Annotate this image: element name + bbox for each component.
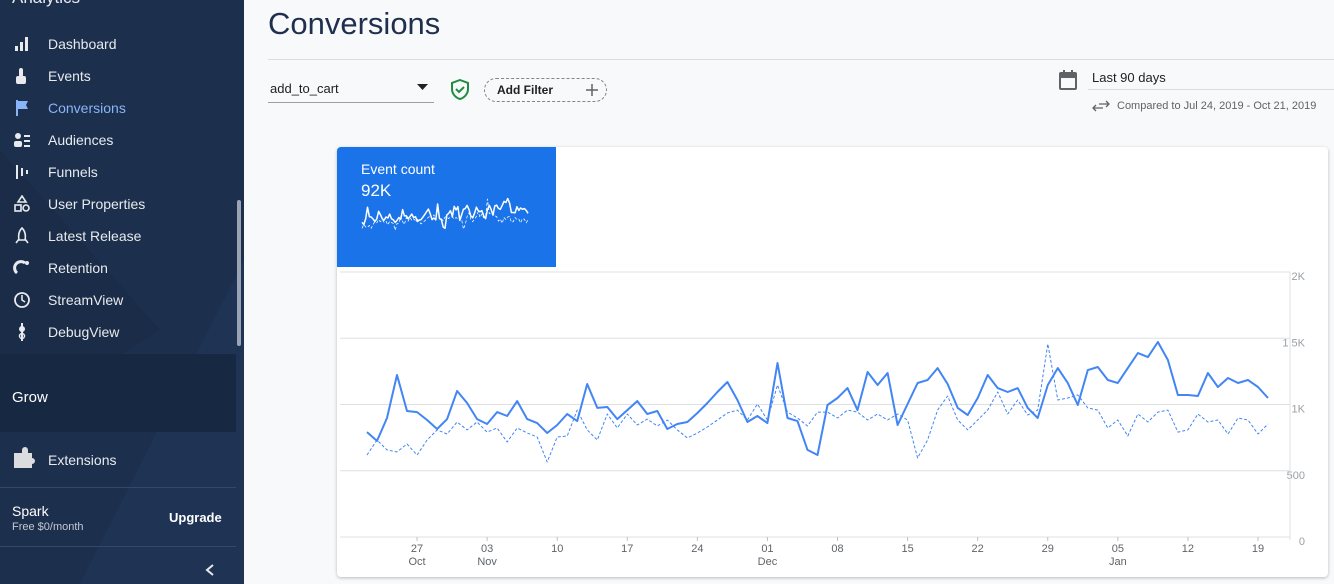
nav-icon (18, 323, 26, 341)
nav-item[interactable]: User Properties (0, 188, 236, 220)
plus-icon (586, 84, 598, 96)
series-line (366, 341, 1269, 456)
nav-icon (15, 37, 28, 51)
add-filter-button[interactable]: Add Filter (484, 78, 607, 102)
nav-label: Funnels (48, 164, 98, 180)
x-tick-label: 08 (831, 543, 843, 555)
y-tick-label: 1K (1292, 404, 1306, 416)
compare-icon (1092, 100, 1110, 112)
date-range-label: Last 90 days (1092, 70, 1166, 85)
nav-label: Latest Release (48, 228, 142, 244)
x-tick-label: 27 (411, 543, 423, 555)
plan-name: Spark (12, 503, 49, 519)
nav-item[interactable]: Latest Release (0, 220, 236, 252)
section-heading: Grow (12, 389, 48, 406)
nav-icon (14, 133, 30, 147)
x-tick-label: 01 (761, 543, 773, 555)
metric-label: Event count (361, 161, 435, 177)
nav-label: Conversions (48, 100, 126, 116)
event-name: add_to_cart (270, 81, 339, 96)
sidebar-pattern (0, 150, 244, 584)
x-tick-label: 24 (691, 543, 703, 555)
x-month-label: Oct (408, 556, 425, 568)
series-line (366, 343, 1269, 463)
extensions-link[interactable]: Extensions (48, 452, 117, 468)
add-filter-label: Add Filter (497, 83, 553, 97)
plan-price: Free $0/month (12, 521, 84, 533)
nav-item[interactable]: Retention (0, 252, 236, 284)
dropdown-arrow (417, 84, 428, 90)
nav-item[interactable]: Events (0, 60, 236, 92)
nav-label: DebugView (48, 324, 120, 340)
nav-icon (14, 195, 30, 212)
nav-item[interactable]: Dashboard (0, 28, 236, 60)
metric-value: 92K (361, 181, 392, 200)
divider (268, 59, 1334, 60)
sparkline (361, 197, 529, 230)
metric-tab[interactable]: Event count 92K (337, 147, 556, 267)
calendar-icon (1059, 70, 1077, 90)
nav-label: Events (48, 68, 91, 84)
nav-icon (16, 100, 28, 116)
y-tick-label: 0 (1299, 536, 1305, 548)
nav-icon (14, 292, 30, 308)
y-tick-label: 1.5K (1282, 337, 1305, 349)
y-tick-label: 2K (1292, 271, 1306, 283)
x-month-label: Nov (477, 556, 497, 568)
nav-label: Audiences (48, 132, 114, 148)
nav-item[interactable]: Funnels (0, 156, 236, 188)
upgrade-button[interactable]: Upgrade (169, 510, 222, 525)
x-tick-label: 29 (1042, 543, 1054, 555)
nav-icon (16, 165, 28, 179)
product-name: Analytics (12, 0, 80, 8)
x-month-label: Jan (1109, 556, 1127, 568)
x-tick-label: 17 (621, 543, 633, 555)
y-tick-label: 500 (1287, 470, 1305, 482)
event-dropdown[interactable]: add_to_cart (268, 72, 434, 103)
nav-label: Dashboard (48, 36, 117, 52)
page-title: Conversions (268, 6, 441, 41)
x-tick-label: 15 (901, 543, 913, 555)
sidebar: Analytics Dashboard Events Conversions Audi… (0, 0, 244, 584)
x-tick-label: 05 (1112, 543, 1124, 555)
x-tick-label: 10 (551, 543, 563, 555)
nav-item[interactable]: StreamView (0, 284, 236, 316)
nav-label: User Properties (48, 196, 146, 212)
nav-item[interactable]: Audiences (0, 124, 236, 156)
x-month-label: Dec (758, 556, 778, 568)
nav-item[interactable]: DebugView (0, 316, 236, 348)
x-tick-label: 22 (972, 543, 984, 555)
date-range-picker[interactable]: Last 90 days (1088, 66, 1334, 90)
nav-item[interactable]: Conversions (0, 92, 236, 124)
comparison-label: Compared to Jul 24, 2019 - Oct 21, 2019 (1117, 100, 1317, 112)
x-tick-label: 03 (481, 543, 493, 555)
shield-icon (451, 79, 469, 101)
nav-icon (15, 227, 29, 244)
nav-label: StreamView (48, 292, 124, 308)
x-tick-label: 12 (1182, 543, 1194, 555)
x-tick-label: 19 (1252, 543, 1264, 555)
nav-icon (16, 68, 26, 84)
nav-label: Retention (48, 260, 108, 276)
sparkline (361, 198, 529, 231)
nav-icon (13, 260, 29, 275)
